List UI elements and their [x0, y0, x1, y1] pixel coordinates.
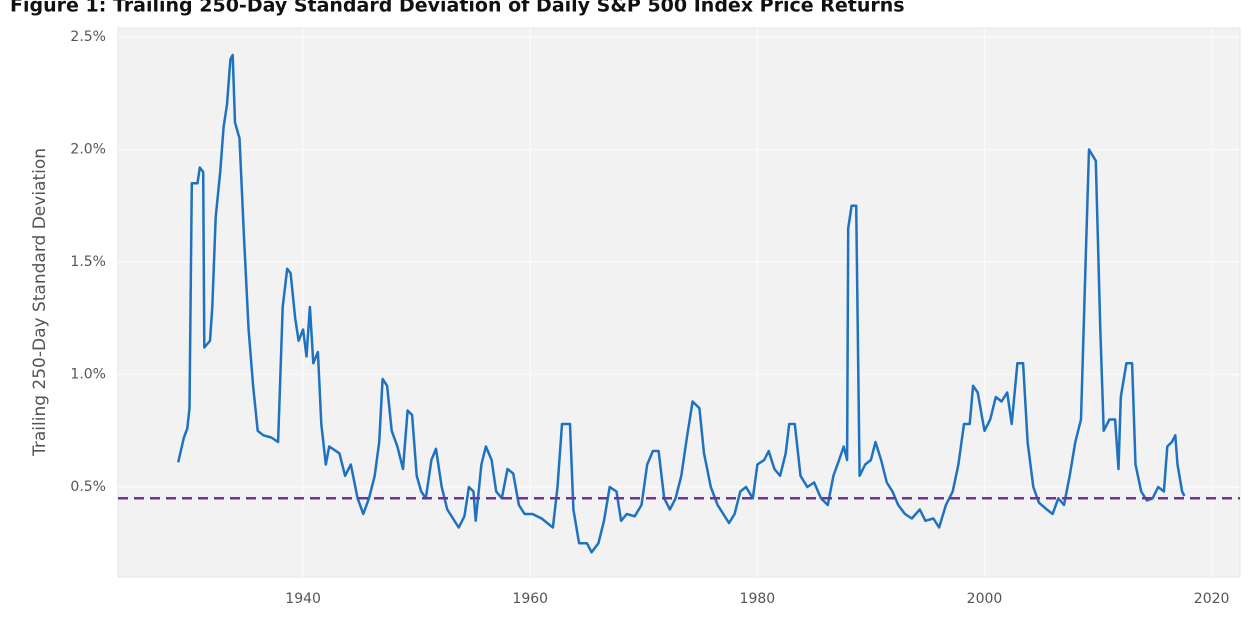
x-tick-label: 2020	[1194, 591, 1230, 607]
y-tick-label: 2.0%	[70, 142, 106, 158]
x-tick-label: 2000	[967, 591, 1003, 607]
x-tick-label: 1980	[740, 591, 776, 607]
chart-title: Figure 1: Trailing 250-Day Standard Devi…	[10, 0, 905, 17]
y-tick-label: 1.0%	[70, 367, 106, 383]
plot-area	[117, 27, 1241, 578]
y-tick-label: 1.5%	[70, 254, 106, 270]
y-axis-label: Trailing 250-Day Standard Deviation	[30, 148, 50, 457]
x-tick-label: 1940	[285, 591, 321, 607]
y-tick-label: 2.5%	[70, 29, 106, 45]
y-tick-label: 0.5%	[70, 479, 106, 495]
x-tick-label: 1960	[512, 591, 548, 607]
